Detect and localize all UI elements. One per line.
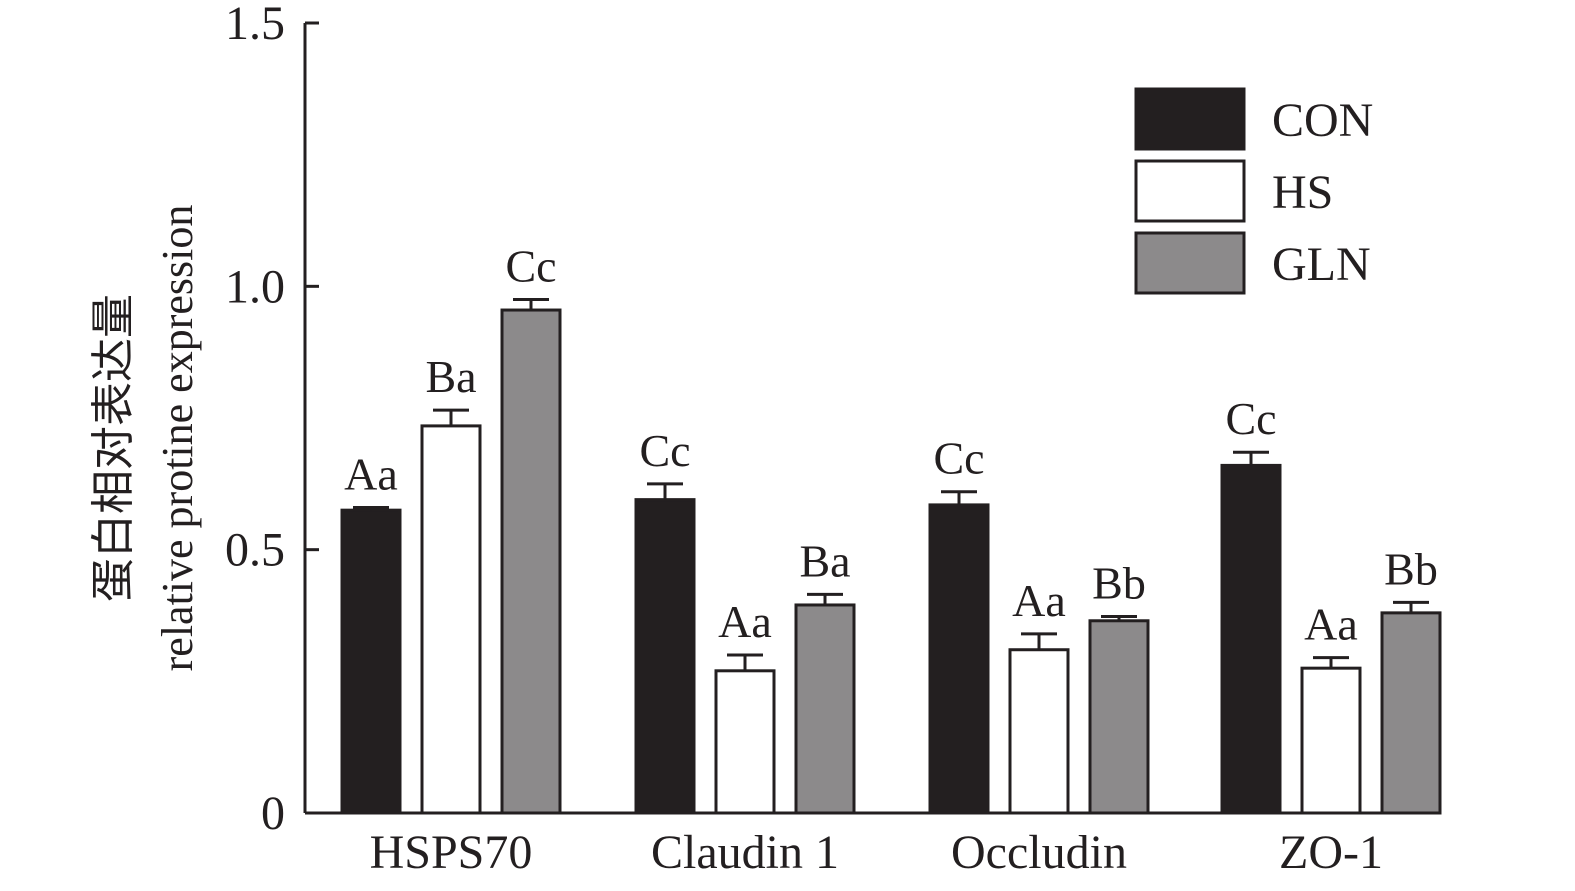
bar-con-0	[340, 508, 402, 815]
significance-label: Cc	[933, 433, 984, 484]
x-category-label: HSPS70	[370, 826, 533, 879]
significance-label: Aa	[718, 596, 772, 647]
legend-swatch-con	[1134, 87, 1246, 151]
legend-label-hs: HS	[1272, 166, 1333, 219]
bar-hs-1	[714, 669, 776, 815]
significance-label: Ba	[425, 351, 476, 402]
y-axis-title: 蛋白相对表达量 relative protine expression	[89, 205, 202, 672]
significance-label: Aa	[1304, 599, 1358, 650]
y-tick-label: 0.5	[225, 524, 285, 577]
bar-hs-3	[1300, 666, 1362, 815]
x-category-label: Occludin	[951, 826, 1127, 879]
y-axis-title-english: relative protine expression	[153, 205, 202, 672]
x-category-label: Claudin 1	[651, 826, 839, 879]
y-tick-label: 1.0	[225, 260, 285, 313]
bar-con-3	[1220, 463, 1282, 815]
significance-label: Aa	[1012, 575, 1066, 626]
significance-label: Bb	[1092, 558, 1146, 609]
y-tick-label: 1.5	[225, 0, 285, 50]
bar-gln-1	[794, 603, 856, 815]
significance-label: Cc	[639, 425, 690, 476]
legend-label-con: CON	[1272, 94, 1373, 147]
legend-swatch-hs	[1134, 159, 1246, 223]
bar-hs-2	[1008, 648, 1070, 815]
x-category-label: ZO-1	[1279, 826, 1383, 879]
bar-con-1	[634, 498, 696, 815]
legend-label-gln: GLN	[1272, 238, 1371, 291]
y-tick-label: 0	[261, 787, 285, 840]
significance-label: Aa	[344, 449, 398, 500]
bar-hs-0	[420, 424, 482, 815]
significance-label: Cc	[1225, 393, 1276, 444]
y-axis-title-chinese: 蛋白相对表达量	[89, 294, 138, 602]
legend-swatch-gln	[1134, 231, 1246, 295]
significance-label: Cc	[505, 241, 556, 292]
bar-gln-2	[1088, 619, 1150, 815]
bar-gln-0	[500, 308, 562, 815]
axes: 0 0.5 1.0 1.5 HSPS70 Claudin 1 Occludin ZO-1	[225, 0, 1437, 879]
bars	[340, 298, 1442, 815]
bar-gln-3	[1380, 611, 1442, 815]
legend: CON HS GLN	[1134, 87, 1373, 295]
significance-label: Ba	[799, 535, 850, 586]
bar-labels: Aa Ba Cc Cc Aa Ba Cc Aa Bb Cc Aa Bb	[344, 241, 1438, 650]
bar-con-2	[928, 503, 990, 815]
significance-label: Bb	[1384, 543, 1438, 594]
